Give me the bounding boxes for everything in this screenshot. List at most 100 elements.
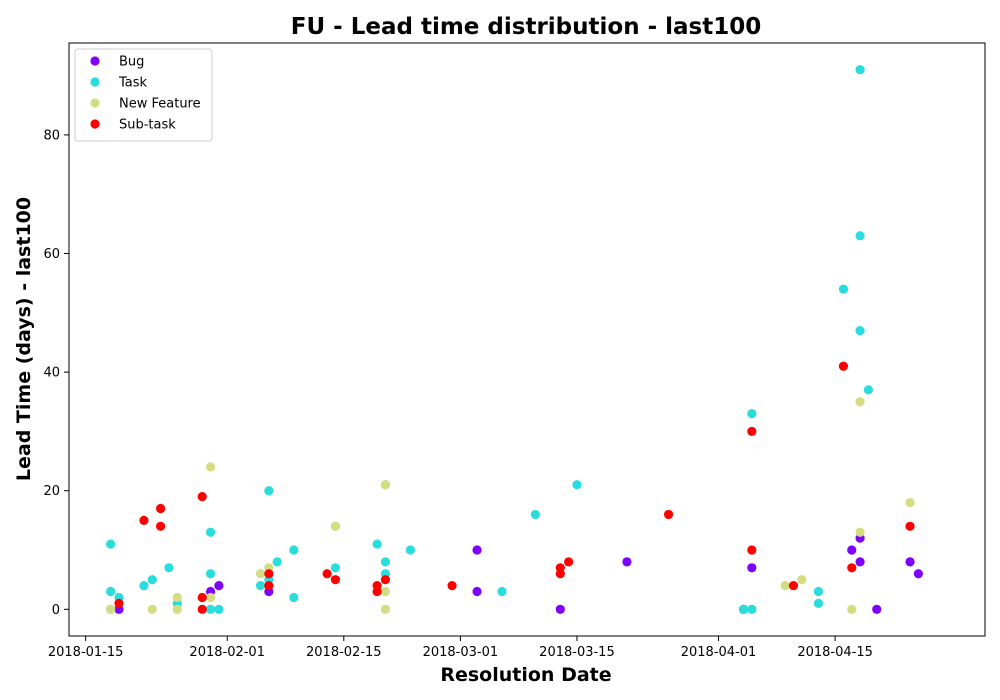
data-point [330,563,341,573]
legend-label: Task [118,76,148,91]
data-point [380,480,391,490]
y-axis-label: Lead Time (days) - last100 [13,197,35,481]
series-bug [114,533,923,614]
series-task [106,65,874,614]
data-point [905,521,915,531]
data-point [622,557,632,567]
data-point [197,592,207,603]
data-point [405,545,416,555]
data-point [780,580,790,591]
data-point [905,557,915,567]
data-point [205,569,216,579]
data-point [663,509,674,520]
chart-title: FU - Lead time distribution - last100 [291,14,761,40]
data-point [172,592,182,603]
y-axis-ticks: 0 20 40 60 80 [43,128,69,618]
data-point [255,569,266,579]
data-point [147,575,157,585]
data-point [855,527,865,537]
data-point [797,575,807,585]
x-tick-label: 2018-02-01 [189,645,265,660]
data-point [380,557,391,567]
data-point [114,598,124,608]
data-point [747,426,757,437]
legend-marker [90,119,100,129]
legend-frame [74,48,213,142]
data-point [205,527,216,537]
data-point [905,497,915,508]
data-point [372,539,382,549]
data-point [272,557,282,567]
data-point [447,580,457,591]
data-point [289,545,299,555]
legend-marker [90,56,100,66]
data-point [747,545,757,555]
data-point [788,580,799,591]
data-point [747,604,757,614]
x-tick-label: 2018-02-15 [306,645,382,660]
data-point [380,586,391,597]
legend: Bug Task New Feature Sub-task [74,48,213,142]
data-point [156,521,166,531]
plot-area-frame [68,42,986,637]
data-point [164,563,174,573]
data-point [147,604,157,614]
data-point [555,604,565,614]
legend-label: Sub-task [119,118,176,133]
data-point [847,563,857,573]
data-point [530,509,540,520]
data-point [139,515,149,525]
data-point [322,569,332,579]
x-axis-label: Resolution Date [440,664,611,686]
data-points [106,65,923,614]
data-point [205,462,216,472]
data-point [838,284,849,294]
y-tick-label: 60 [43,247,60,262]
series-sub-task [114,361,915,614]
data-point [264,580,274,591]
data-point [205,592,216,603]
data-point [330,521,341,531]
data-point [855,397,865,407]
x-tick-label: 2018-04-15 [797,645,873,660]
data-point [855,557,865,567]
data-point [497,586,507,597]
data-point [330,575,341,585]
y-tick-label: 20 [43,484,60,499]
data-point [863,385,874,395]
data-point [197,604,207,614]
data-point [472,545,482,555]
data-point [380,575,391,585]
data-point [106,604,116,614]
data-point [106,539,116,549]
data-point [380,604,391,614]
data-point [855,231,865,241]
data-point [738,604,749,614]
data-point [264,486,274,496]
data-point [214,604,224,614]
y-tick-label: 80 [43,128,60,143]
data-point [572,480,582,490]
data-point [564,557,574,567]
data-point [747,563,757,573]
data-point [106,586,116,597]
data-point [139,580,149,591]
x-tick-label: 2018-04-01 [681,645,757,660]
data-point [255,580,266,591]
data-point [289,592,299,603]
y-tick-label: 0 [52,603,60,618]
data-point [156,503,166,514]
data-point [813,598,824,608]
data-point [872,604,882,614]
data-point [855,65,865,75]
x-tick-label: 2018-03-01 [423,645,499,660]
data-point [855,326,865,336]
data-point [913,569,923,579]
data-point [197,492,207,502]
x-tick-label: 2018-03-15 [539,645,615,660]
data-point [847,545,857,555]
legend-marker [90,77,100,87]
data-point [555,569,565,579]
legend-marker [90,98,100,108]
